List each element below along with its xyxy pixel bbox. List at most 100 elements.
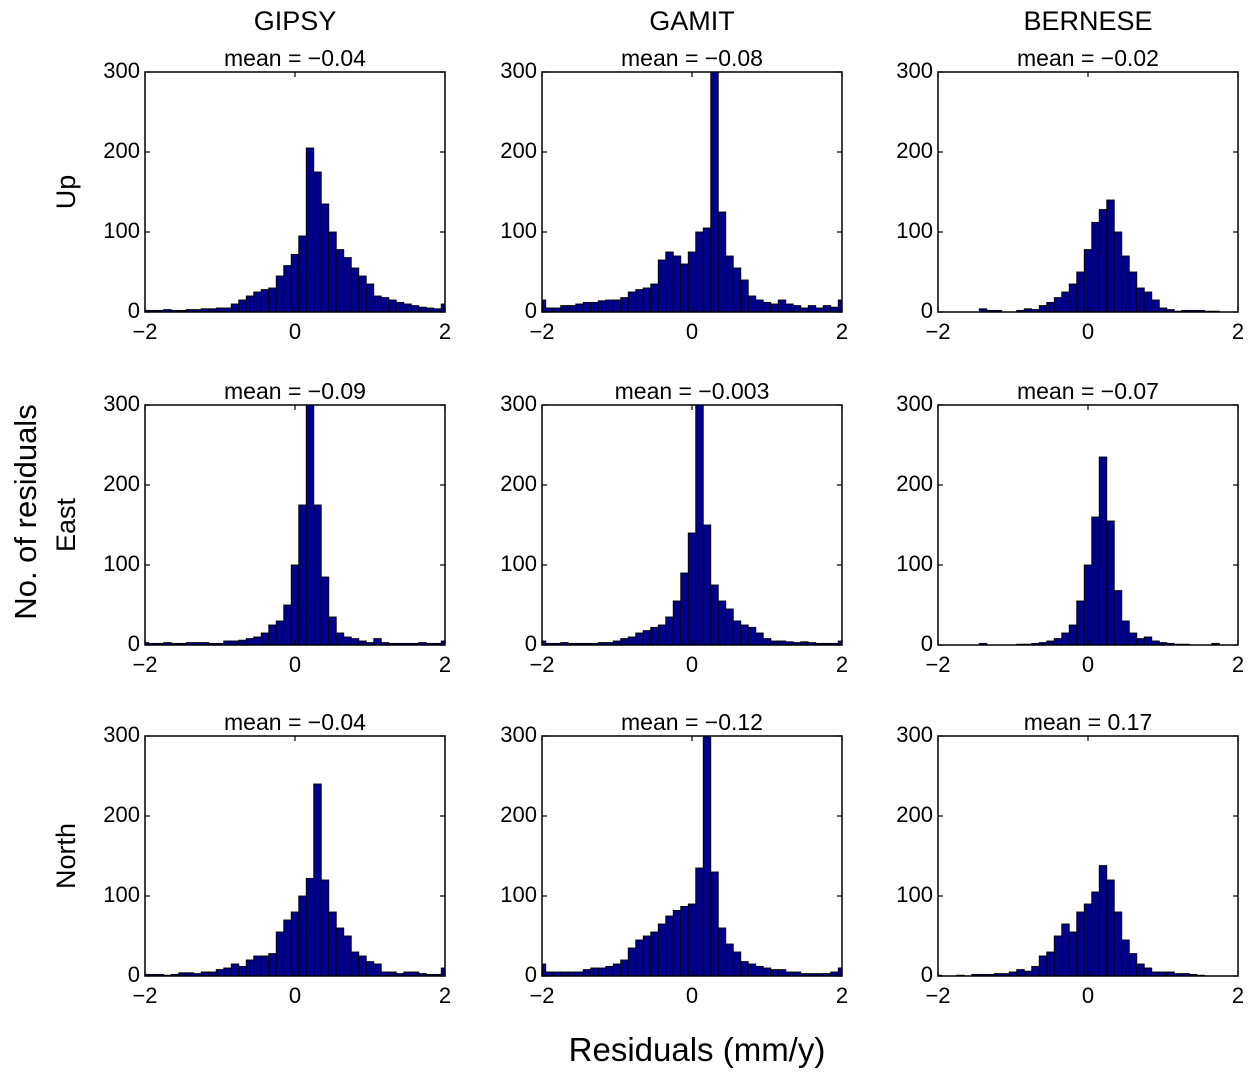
bars-up-gipsy bbox=[145, 147, 445, 312]
y-tick-label: 100 bbox=[896, 882, 933, 907]
histogram-bar bbox=[680, 905, 689, 976]
histogram-bar bbox=[350, 638, 360, 645]
histogram-bar bbox=[732, 951, 742, 976]
panel-title: mean = 0.17 bbox=[1024, 709, 1153, 735]
histogram-bar bbox=[275, 275, 285, 312]
histogram-bar bbox=[1128, 953, 1138, 976]
y-tick-label: 200 bbox=[500, 471, 537, 496]
histogram-bar bbox=[755, 965, 764, 976]
histogram-bar bbox=[1113, 911, 1123, 976]
y-tick-label: 200 bbox=[103, 138, 140, 163]
bars-east-bernese bbox=[978, 456, 1220, 645]
histogram-bar bbox=[1053, 297, 1063, 312]
histogram-bar bbox=[1128, 271, 1138, 312]
histogram-bar bbox=[620, 638, 629, 645]
histogram-bar bbox=[582, 301, 592, 312]
bars-east-gipsy bbox=[145, 405, 445, 645]
histogram-bar bbox=[380, 297, 390, 312]
histogram-bar bbox=[642, 630, 652, 645]
histogram-bar bbox=[680, 572, 689, 645]
histogram-bar bbox=[268, 624, 277, 645]
histogram-bar bbox=[313, 171, 322, 312]
histogram-bar bbox=[1091, 221, 1100, 312]
y-tick-label: 300 bbox=[896, 391, 933, 416]
histogram-bar bbox=[1031, 965, 1040, 976]
y-tick-label: 100 bbox=[896, 218, 933, 243]
histogram-bar bbox=[328, 911, 337, 976]
histogram-bar bbox=[542, 299, 547, 312]
histogram-bar bbox=[597, 967, 607, 976]
histogram-bar bbox=[1143, 967, 1153, 976]
histogram-bar bbox=[1128, 632, 1138, 645]
histogram-bar bbox=[238, 299, 247, 312]
x-tick-label: −2 bbox=[925, 652, 950, 677]
x-tick-label: −2 bbox=[529, 983, 554, 1008]
histogram-bar bbox=[1136, 963, 1145, 976]
x-tick-label: 0 bbox=[289, 652, 301, 677]
histogram-bar bbox=[542, 963, 547, 976]
histogram-bar bbox=[388, 299, 397, 312]
histogram-bar bbox=[740, 961, 749, 976]
histogram-bar bbox=[687, 532, 697, 645]
x-tick-label: 0 bbox=[1082, 983, 1094, 1008]
histogram-bar bbox=[837, 299, 842, 312]
histogram-bar bbox=[642, 935, 652, 976]
histogram-bar bbox=[717, 927, 727, 976]
histogram-bar bbox=[680, 263, 689, 312]
histogram-bar bbox=[260, 955, 270, 976]
x-tick-label: 2 bbox=[1232, 652, 1244, 677]
histogram-bar bbox=[335, 632, 345, 645]
histogram-bar bbox=[770, 969, 779, 976]
histogram-bar bbox=[747, 626, 757, 645]
histogram-bar bbox=[320, 203, 330, 312]
y-tick-label: 0 bbox=[128, 631, 140, 656]
histogram-bar bbox=[582, 969, 592, 976]
histogram-bar bbox=[725, 608, 734, 645]
histogram-bar bbox=[1091, 891, 1100, 976]
histogram-bar bbox=[440, 967, 445, 976]
histogram-bar bbox=[1053, 935, 1063, 976]
histogram-bar bbox=[777, 969, 787, 976]
histogram-bar bbox=[298, 895, 307, 976]
histogram-bar bbox=[650, 283, 659, 312]
y-tick-label: 0 bbox=[921, 298, 933, 323]
histogram-bar bbox=[717, 600, 727, 645]
histogram-bar bbox=[575, 303, 584, 312]
y-tick-label: 100 bbox=[103, 551, 140, 576]
histogram-bar bbox=[1113, 590, 1123, 645]
histogram-bar bbox=[732, 620, 742, 645]
histogram-bar bbox=[343, 636, 352, 645]
y-tick-label: 300 bbox=[500, 58, 537, 83]
bars-east-gamit bbox=[542, 405, 842, 645]
histogram-bar bbox=[635, 939, 644, 976]
panel-title: mean = −0.08 bbox=[621, 45, 763, 71]
histogram-bar bbox=[320, 576, 330, 645]
histogram-bar bbox=[695, 867, 704, 976]
histogram-bar bbox=[657, 923, 667, 976]
y-tick-label: 200 bbox=[896, 138, 933, 163]
histogram-bar bbox=[657, 624, 667, 645]
histogram-bar bbox=[230, 963, 240, 976]
histogram-bar bbox=[590, 301, 599, 312]
histogram-bar bbox=[440, 640, 445, 645]
histogram-bar bbox=[290, 253, 300, 312]
histogram-bar bbox=[702, 227, 712, 312]
histogram-bar bbox=[350, 951, 360, 976]
y-tick-label: 300 bbox=[103, 722, 140, 747]
x-tick-label: 0 bbox=[289, 319, 301, 344]
histogram-bar bbox=[313, 783, 322, 976]
x-tick-label: −2 bbox=[925, 983, 950, 1008]
histogram-bar bbox=[1121, 255, 1130, 312]
histogram-bar bbox=[283, 604, 292, 645]
column-title-gamit: GAMIT bbox=[649, 6, 735, 36]
y-tick-label: 0 bbox=[128, 298, 140, 323]
histogram-bar bbox=[410, 305, 420, 312]
histogram-bar bbox=[1136, 638, 1145, 645]
histogram-bar bbox=[1151, 299, 1160, 312]
column-title-gipsy: GIPSY bbox=[254, 6, 337, 36]
y-tick-label: 0 bbox=[525, 298, 537, 323]
y-tick-label: 300 bbox=[103, 58, 140, 83]
x-tick-label: −2 bbox=[925, 319, 950, 344]
